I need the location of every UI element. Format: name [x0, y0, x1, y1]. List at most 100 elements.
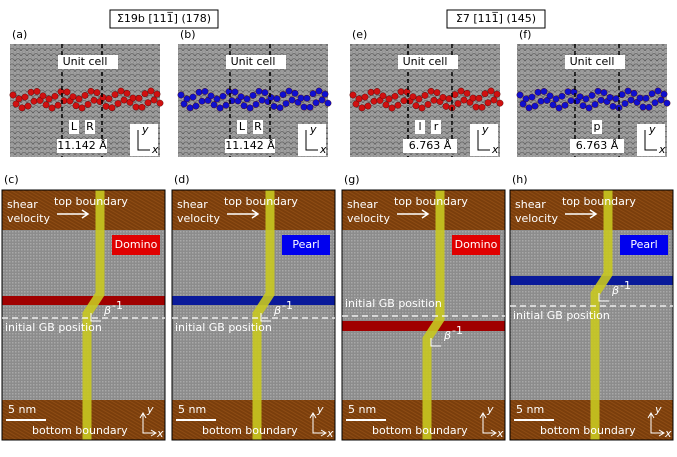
gb-path — [252, 190, 275, 440]
gb-atom — [576, 93, 584, 101]
gb-atom — [606, 94, 614, 101]
gb-atom — [660, 90, 668, 98]
gb-atom — [123, 89, 131, 97]
gb-atom — [81, 92, 89, 99]
axes — [479, 412, 497, 437]
gb-atom — [478, 103, 486, 111]
gb-atom — [472, 103, 480, 111]
axes — [644, 130, 657, 151]
cell-length: 11.142 Å — [57, 139, 107, 152]
gb-atom — [255, 87, 263, 95]
beta: β — [611, 284, 619, 297]
gb-atom — [222, 101, 230, 109]
gb-atom — [273, 95, 281, 103]
top-boundary-region — [172, 190, 335, 230]
gb-atom — [291, 89, 299, 97]
shear-arrow — [565, 209, 598, 219]
shear-label: shear — [7, 198, 38, 211]
gb-atom — [105, 95, 113, 103]
axes — [309, 412, 327, 437]
axis-x: x — [658, 143, 666, 156]
axis-x: x — [319, 143, 327, 156]
bottom-boundary: bottom boundary — [540, 424, 636, 437]
gb-atom — [537, 97, 545, 105]
label-bg — [637, 124, 665, 156]
gb-atom — [252, 101, 260, 108]
gb-atom — [531, 102, 539, 110]
top-boundary-region — [2, 190, 165, 230]
cell-mark: R — [254, 120, 262, 133]
label-bg — [592, 120, 602, 134]
top-boundary-region — [342, 190, 505, 230]
gb-atom — [57, 88, 65, 96]
gb-atom — [412, 102, 420, 110]
gb-atom — [445, 95, 453, 103]
gb-atom — [519, 100, 527, 108]
beta-angle — [598, 293, 609, 302]
scale-label: 5 nm — [8, 403, 36, 416]
gb-atom — [525, 104, 533, 112]
gb-path — [82, 190, 105, 440]
gb-atom — [630, 89, 638, 97]
gb-atom — [21, 93, 29, 101]
gb-atom — [93, 89, 101, 96]
mode-label: Pearl — [292, 238, 319, 251]
header-box — [109, 9, 219, 29]
beta-exp: -1 — [112, 299, 123, 312]
panel-label: (e) — [352, 28, 367, 41]
label-bg — [57, 139, 107, 153]
gb-atom — [72, 102, 80, 110]
gb-atom — [240, 102, 248, 110]
gb-atom — [618, 91, 626, 98]
gb-atom — [147, 87, 155, 95]
mode-box — [282, 235, 330, 255]
gb-atom — [219, 92, 227, 100]
mode-box — [112, 235, 160, 255]
gb-atom — [388, 104, 396, 112]
gb-atom — [597, 96, 605, 104]
gb-atom — [421, 92, 429, 99]
gb-atom — [654, 87, 662, 95]
gb-atom — [361, 93, 369, 101]
gb-atom — [582, 95, 590, 103]
label-bg — [237, 120, 247, 134]
gb-atom — [108, 104, 116, 112]
gb-atom — [367, 88, 375, 96]
axis-x: x — [156, 427, 164, 440]
gb-atom — [114, 100, 122, 107]
gb-atom — [430, 96, 438, 104]
gb-atom — [246, 104, 254, 112]
gb-band — [510, 276, 673, 285]
gb-path — [422, 190, 445, 440]
gb-atom — [400, 97, 408, 105]
label-bg — [226, 55, 286, 69]
top-boundary: top boundary — [224, 195, 298, 208]
gb-atom — [487, 87, 495, 95]
gb-atom — [564, 88, 572, 96]
gb-atom — [439, 94, 447, 101]
scale-label: 5 nm — [178, 403, 206, 416]
gb-atom — [303, 94, 311, 102]
gb-atom — [534, 88, 542, 96]
gb-atom — [585, 104, 593, 112]
gb-atom — [555, 104, 563, 112]
unit-cell: Unit cell — [570, 55, 615, 68]
gb-atom — [33, 88, 41, 95]
gb-atom — [237, 93, 245, 101]
axis-x: x — [326, 427, 334, 440]
gb-atom — [385, 95, 393, 103]
gb-atom — [30, 97, 38, 105]
header-box — [446, 9, 546, 29]
gb-atom — [231, 88, 239, 96]
gb-atom — [183, 95, 191, 103]
shear-label: shear — [515, 198, 546, 211]
cell-length: 6.763 Å — [409, 139, 452, 152]
gb-atom — [457, 87, 465, 95]
gb-atom — [39, 92, 47, 100]
gb-atom — [12, 100, 20, 108]
beta: β — [103, 304, 111, 317]
gb-atom — [570, 88, 578, 96]
gb-atom — [321, 90, 329, 98]
gb-atom — [418, 104, 426, 112]
